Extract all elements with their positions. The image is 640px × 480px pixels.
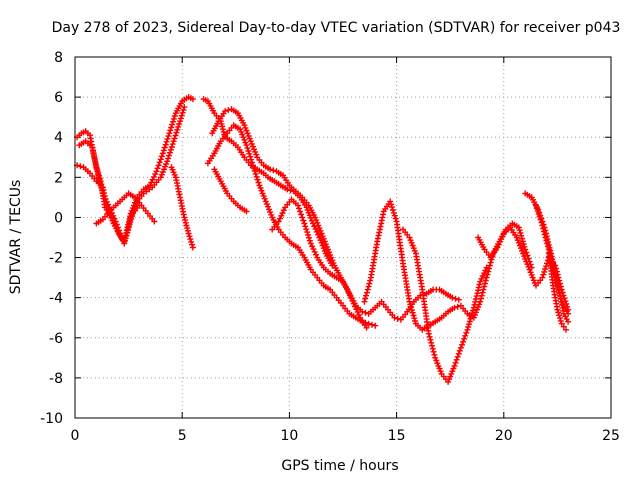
point-marks	[269, 196, 462, 323]
y-tick-label: 6	[54, 90, 63, 106]
series-k	[361, 198, 535, 333]
point-marks	[361, 198, 535, 333]
y-tick-label: -10	[40, 411, 63, 427]
x-tick-label: 10	[280, 428, 298, 444]
data-points	[74, 94, 572, 385]
series-l	[400, 226, 490, 385]
series-m	[475, 224, 572, 313]
series-p	[545, 250, 569, 333]
series-c	[74, 162, 143, 247]
point-marks	[400, 226, 490, 385]
plot-frame	[74, 56, 612, 419]
point-marks	[475, 224, 572, 313]
series-e	[168, 164, 196, 251]
point-marks	[93, 190, 158, 227]
series-a	[74, 94, 196, 245]
point-marks	[168, 164, 196, 251]
series-d	[93, 190, 158, 227]
y-tick-label: 2	[54, 170, 63, 186]
series-h	[204, 122, 379, 329]
chart-title: Day 278 of 2023, Sidereal Day-to-day VTE…	[52, 20, 621, 36]
point-marks	[211, 166, 250, 215]
grid-lines	[75, 57, 611, 418]
y-tick-label: -6	[49, 331, 63, 347]
series-i	[211, 166, 250, 215]
x-axis-label: GPS time / hours	[281, 458, 398, 474]
y-tick-label: -2	[49, 251, 63, 267]
series-o	[533, 202, 572, 317]
y-tick-label: 0	[54, 210, 63, 226]
x-tick-label: 25	[602, 428, 620, 444]
y-tick-label: -4	[49, 291, 63, 307]
x-tick-label: 5	[178, 428, 187, 444]
point-marks	[74, 162, 143, 247]
y-axis-label: SDTVAR / TECUs	[8, 180, 24, 295]
x-tick-label: 0	[71, 428, 80, 444]
series-j	[269, 196, 462, 323]
point-marks	[533, 202, 572, 317]
y-tick-label: 4	[54, 130, 63, 146]
y-tick-label: 8	[54, 50, 63, 66]
point-marks	[204, 122, 379, 329]
point-marks	[74, 94, 196, 245]
x-tick-label: 20	[495, 428, 513, 444]
y-tick-label: -8	[49, 371, 63, 387]
x-tick-label: 15	[388, 428, 406, 444]
point-marks	[545, 250, 569, 333]
